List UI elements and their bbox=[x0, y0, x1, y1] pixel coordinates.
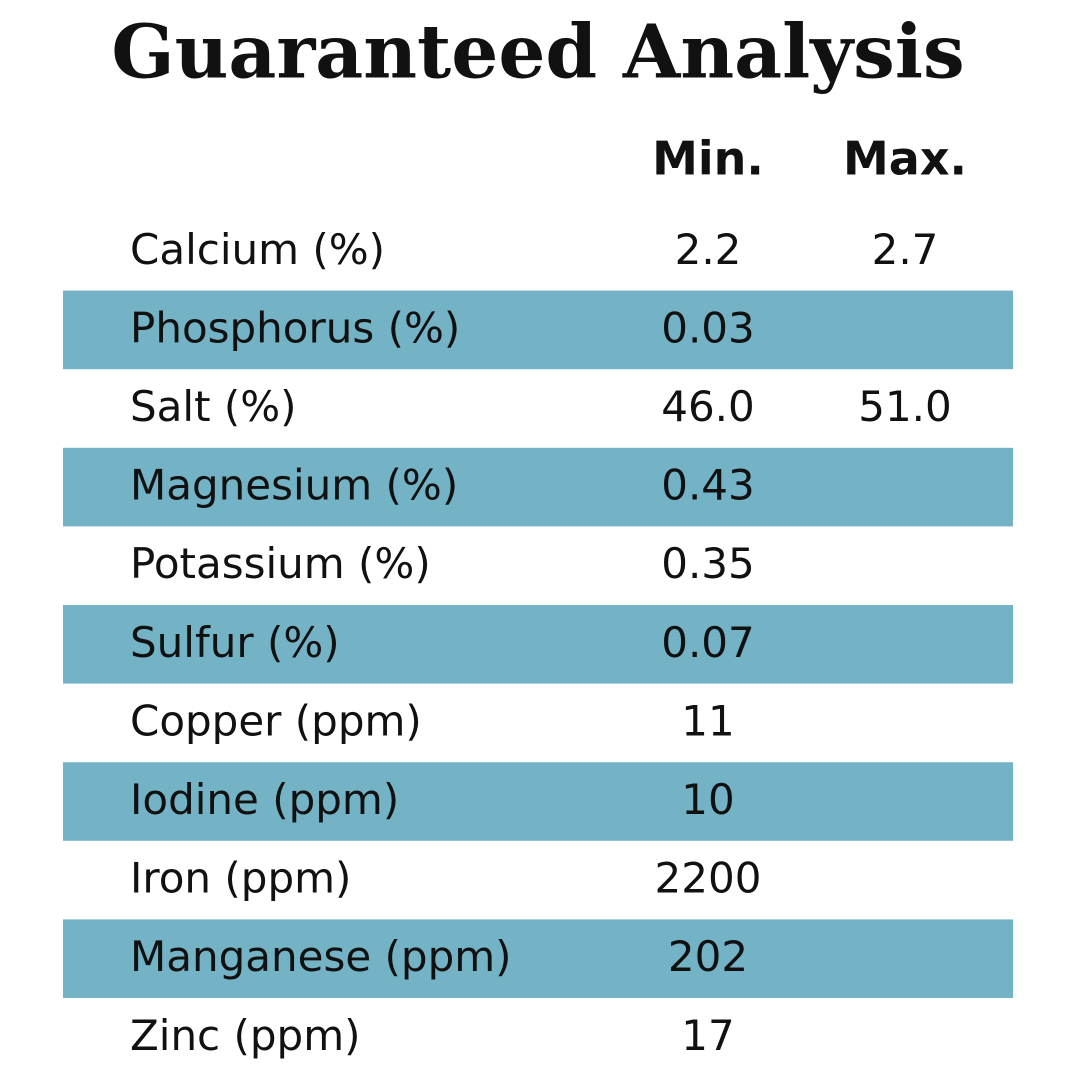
min-value: 2200 bbox=[655, 854, 762, 903]
nutrient-name: Potassium (%) bbox=[130, 539, 431, 588]
min-value: 202 bbox=[668, 932, 748, 981]
min-value: 0.35 bbox=[661, 539, 755, 588]
nutrient-name: Magnesium (%) bbox=[130, 461, 458, 510]
column-header: Max. bbox=[843, 132, 967, 186]
min-value: 0.03 bbox=[661, 303, 755, 352]
row-stripe bbox=[63, 919, 1013, 998]
nutrient-name: Copper (ppm) bbox=[130, 696, 422, 745]
row-stripe bbox=[63, 290, 1013, 370]
table-body: Calcium (%) 2.2 2.7 Phosphorus (%) 0.03 Salt … bbox=[63, 225, 1013, 1060]
min-value: 0.07 bbox=[661, 618, 755, 667]
nutrient-name: Zinc (ppm) bbox=[130, 1011, 361, 1060]
row-stripe bbox=[63, 762, 1013, 841]
row-stripe bbox=[63, 605, 1013, 684]
min-value: 17 bbox=[681, 1011, 734, 1060]
max-value: 2.7 bbox=[872, 225, 939, 274]
nutrient-name: Manganese (ppm) bbox=[130, 932, 512, 981]
title: Guaranteed Analysis bbox=[111, 10, 964, 96]
min-value: 46.0 bbox=[661, 382, 755, 431]
nutrient-name: Iron (ppm) bbox=[130, 854, 351, 903]
max-value: 51.0 bbox=[858, 382, 952, 431]
nutrient-name: Phosphorus (%) bbox=[130, 303, 460, 352]
nutrient-name: Salt (%) bbox=[130, 382, 297, 431]
min-value: 2.2 bbox=[675, 225, 742, 274]
nutrient-name: Sulfur (%) bbox=[130, 618, 340, 667]
row-stripe bbox=[63, 447, 1013, 527]
nutrient-name: Calcium (%) bbox=[130, 225, 385, 274]
min-value: 11 bbox=[681, 696, 734, 745]
nutrient-name: Iodine (ppm) bbox=[130, 775, 399, 824]
min-value: 0.43 bbox=[661, 461, 755, 510]
min-value: 10 bbox=[681, 775, 734, 824]
column-header: Min. bbox=[652, 132, 764, 186]
